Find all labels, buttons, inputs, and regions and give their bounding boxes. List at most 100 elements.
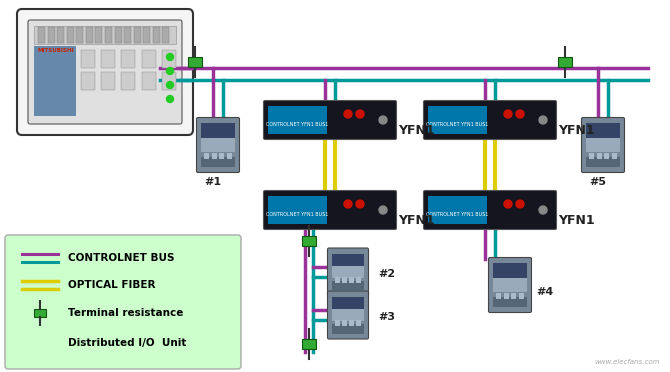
Text: #3: #3	[378, 312, 395, 322]
Circle shape	[167, 54, 174, 61]
Bar	[349, 320, 354, 326]
Bar	[105, 27, 112, 43]
Bar	[81, 50, 95, 68]
Bar	[134, 27, 141, 43]
Bar	[38, 27, 45, 43]
Circle shape	[379, 116, 387, 124]
Bar	[586, 123, 620, 152]
Bar	[201, 123, 235, 138]
Bar	[86, 27, 93, 43]
Bar	[46, 342, 50, 348]
Bar	[356, 276, 361, 282]
Bar	[511, 293, 516, 299]
Bar	[143, 27, 150, 43]
Bar	[493, 297, 527, 307]
FancyBboxPatch shape	[17, 9, 193, 135]
Bar	[335, 320, 340, 326]
Text: CONTROLNET YFN1 BUS1: CONTROLNET YFN1 BUS1	[266, 122, 328, 128]
Circle shape	[539, 116, 547, 124]
FancyBboxPatch shape	[263, 190, 397, 230]
Bar	[141, 72, 155, 90]
Bar	[226, 153, 232, 159]
Bar	[356, 320, 361, 326]
Bar	[428, 196, 486, 224]
Bar	[161, 50, 176, 68]
Bar	[268, 106, 326, 134]
Text: CONTROLNET YFN1 BUS1: CONTROLNET YFN1 BUS1	[426, 122, 488, 128]
FancyBboxPatch shape	[328, 291, 368, 339]
Bar	[586, 157, 620, 167]
Bar	[95, 27, 103, 43]
Bar	[29, 346, 51, 356]
Text: YFN1: YFN1	[558, 214, 595, 227]
Bar	[519, 293, 523, 299]
Bar	[493, 263, 527, 278]
Bar	[302, 237, 316, 246]
Circle shape	[516, 110, 524, 118]
Bar	[48, 27, 54, 43]
Text: #1: #1	[204, 177, 222, 187]
Circle shape	[504, 110, 512, 118]
Text: YFN1: YFN1	[398, 214, 435, 227]
Bar	[121, 72, 135, 90]
Bar	[604, 153, 609, 159]
Bar	[67, 27, 74, 43]
Circle shape	[356, 110, 364, 118]
Bar	[34, 26, 176, 44]
Bar	[121, 50, 135, 68]
Bar	[332, 253, 364, 278]
Bar	[503, 293, 509, 299]
Text: Terminal resistance: Terminal resistance	[68, 308, 184, 318]
Bar	[57, 27, 64, 43]
Bar	[32, 342, 37, 348]
Text: #2: #2	[378, 269, 395, 279]
Bar	[332, 280, 364, 291]
Bar	[153, 27, 160, 43]
Bar	[124, 27, 131, 43]
Bar	[34, 309, 46, 317]
FancyBboxPatch shape	[423, 100, 557, 140]
Circle shape	[344, 110, 352, 118]
Bar	[268, 196, 326, 224]
FancyBboxPatch shape	[5, 235, 241, 369]
Bar	[335, 276, 340, 282]
Circle shape	[539, 206, 547, 214]
Text: CONTROLNET YFN1 BUS1: CONTROLNET YFN1 BUS1	[266, 212, 328, 218]
Bar	[349, 276, 354, 282]
Text: YFN1: YFN1	[398, 124, 435, 137]
Bar	[115, 27, 121, 43]
Bar	[589, 153, 594, 159]
FancyBboxPatch shape	[423, 190, 557, 230]
Circle shape	[516, 200, 524, 208]
Bar	[342, 276, 347, 282]
Bar	[332, 296, 364, 321]
Text: #5: #5	[590, 177, 606, 187]
Bar	[101, 50, 115, 68]
Circle shape	[356, 200, 364, 208]
Bar	[558, 57, 572, 67]
Bar	[496, 293, 501, 299]
Bar	[332, 253, 364, 266]
FancyBboxPatch shape	[582, 118, 624, 173]
Bar	[36, 342, 42, 348]
FancyBboxPatch shape	[263, 100, 397, 140]
Bar	[586, 123, 620, 138]
Bar	[332, 296, 364, 309]
FancyBboxPatch shape	[28, 20, 182, 124]
Bar	[219, 153, 224, 159]
Bar	[493, 263, 527, 292]
FancyBboxPatch shape	[25, 324, 56, 362]
FancyBboxPatch shape	[196, 118, 239, 173]
Bar	[162, 27, 170, 43]
Bar	[212, 153, 216, 159]
Bar	[29, 330, 51, 349]
Circle shape	[167, 81, 174, 89]
Bar	[201, 123, 235, 152]
Text: #4: #4	[536, 287, 553, 297]
Bar	[188, 57, 202, 67]
Bar	[428, 106, 486, 134]
Circle shape	[504, 200, 512, 208]
Bar	[612, 153, 616, 159]
Circle shape	[167, 67, 174, 74]
Circle shape	[379, 206, 387, 214]
